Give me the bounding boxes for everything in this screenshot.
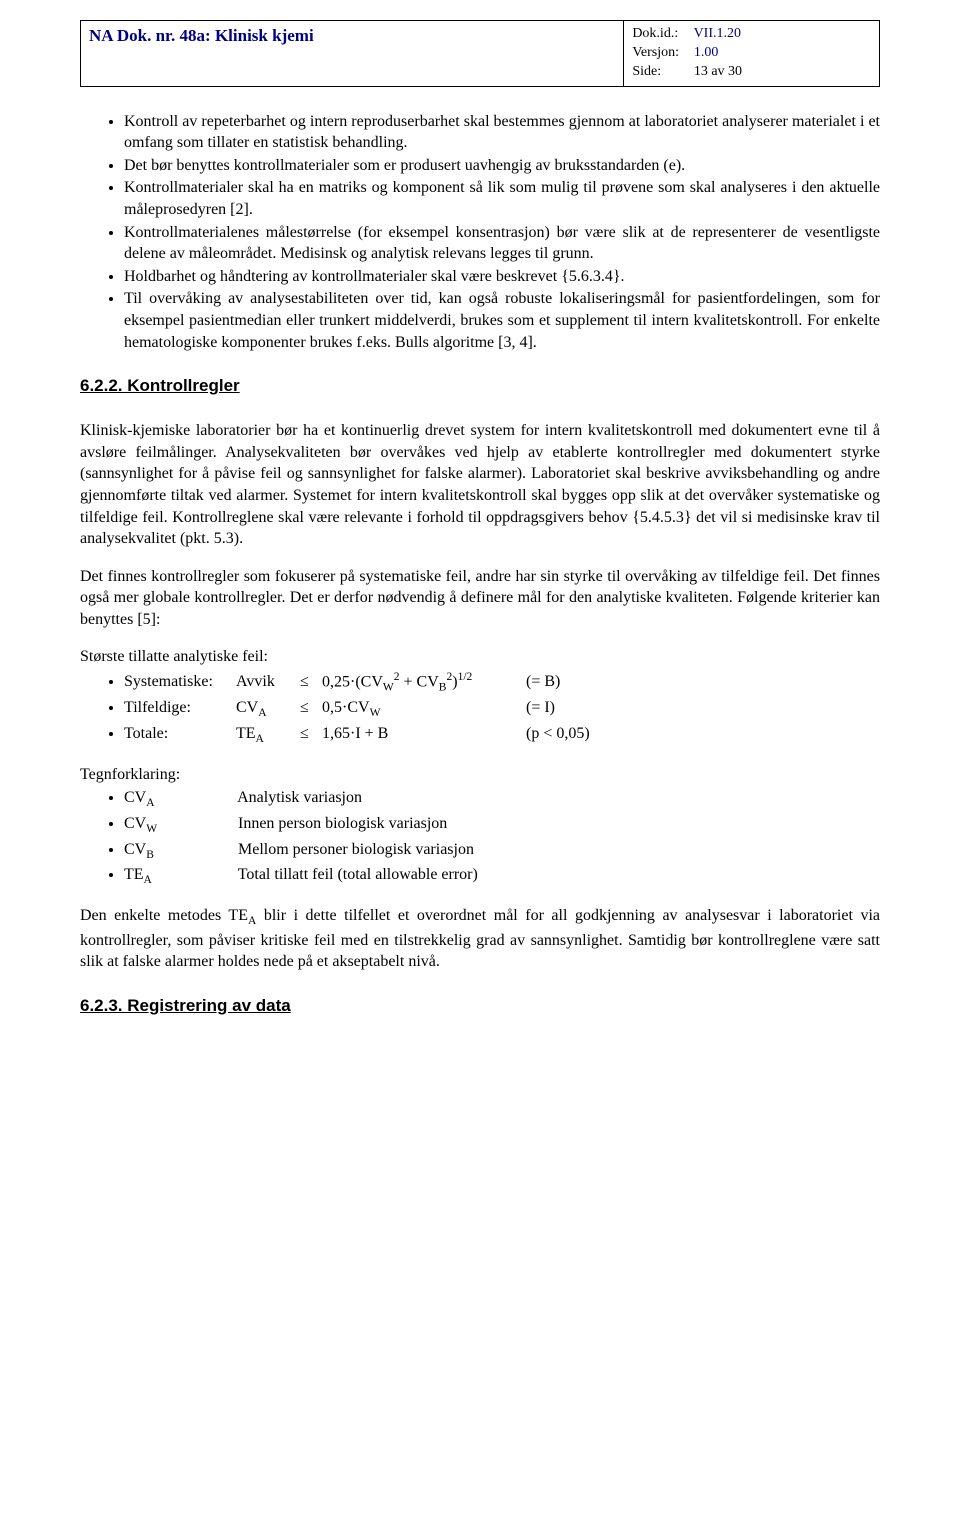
formula-label: Tilfeldige:: [124, 697, 232, 719]
legend-desc: Analytisk variasjon: [237, 789, 362, 806]
doc-title-cell: NA Dok. nr. 48a: Klinisk kjemi: [81, 21, 624, 87]
legend-block: Tegnforklaring: CVA Analytisk variasjon …: [80, 764, 880, 889]
formula-op: ≤: [300, 723, 318, 745]
legend-row: CVB Mellom personer biologisk variasjon: [124, 839, 880, 864]
formula-symbol: TEA: [236, 723, 296, 748]
doc-meta-cell: Dok.id.: VII.1.20 Versjon: 1.00 Side: 13…: [624, 21, 880, 87]
legend-symbol: CVB: [124, 839, 234, 864]
doc-title: NA Dok. nr. 48a: Klinisk kjemi: [89, 26, 314, 45]
side-value: 13 av 30: [694, 64, 742, 79]
list-item: Kontrollmaterialer skal ha en matriks og…: [124, 177, 880, 220]
legend-intro: Tegnforklaring:: [80, 764, 880, 786]
formula-op: ≤: [300, 671, 318, 693]
formula-result: (= I): [526, 697, 555, 719]
legend-symbol: CVW: [124, 813, 234, 838]
formula-label: Systematiske:: [124, 671, 232, 693]
legend-symbol: TEA: [124, 864, 234, 889]
legend-list: CVA Analytisk variasjon CVW Innen person…: [80, 787, 880, 889]
formula-block: Største tillatte analytiske feil: System…: [80, 646, 880, 747]
formula-symbol: Avvik: [236, 671, 296, 693]
top-bullet-list: Kontroll av repeterbarhet og intern repr…: [80, 111, 880, 354]
legend-row: CVA Analytisk variasjon: [124, 787, 880, 812]
paragraph: Klinisk-kjemiske laboratorier bør ha et …: [80, 420, 880, 550]
formula-list: Systematiske: Avvik ≤ 0,25·(CVW2 + CVB2)…: [80, 670, 880, 747]
list-item: Kontroll av repeterbarhet og intern repr…: [124, 111, 880, 154]
formula-row: Tilfeldige: CVA ≤ 0,5·CVW (= I): [124, 697, 880, 722]
doc-header-table: NA Dok. nr. 48a: Klinisk kjemi Dok.id.: …: [80, 20, 880, 87]
formula-intro: Største tillatte analytiske feil:: [80, 646, 880, 668]
paragraph: Det finnes kontrollregler som fokuserer …: [80, 566, 880, 631]
legend-desc: Mellom personer biologisk variasjon: [238, 841, 474, 858]
list-item: Det bør benyttes kontrollmaterialer som …: [124, 155, 880, 177]
side-label: Side:: [632, 63, 690, 82]
formula-row: Systematiske: Avvik ≤ 0,25·(CVW2 + CVB2)…: [124, 670, 880, 696]
formula-result: (= B): [526, 671, 560, 693]
formula-expr: 0,5·CVW: [322, 697, 522, 722]
formula-op: ≤: [300, 697, 318, 719]
versjon-label: Versjon:: [632, 44, 690, 63]
versjon-value: 1.00: [694, 45, 719, 60]
formula-result: (p < 0,05): [526, 723, 590, 745]
formula-label: Totale:: [124, 723, 232, 745]
formula-symbol: CVA: [236, 697, 296, 722]
dokid-value: VII.1.20: [694, 26, 741, 41]
legend-symbol: CVA: [124, 787, 234, 812]
list-item: Til overvåking av analysestabiliteten ov…: [124, 288, 880, 353]
legend-desc: Innen person biologisk variasjon: [238, 815, 447, 832]
paragraph: Den enkelte metodes TEA blir i dette til…: [80, 905, 880, 973]
dokid-label: Dok.id.:: [632, 25, 690, 44]
list-item: Kontrollmaterialenes målestørrelse (for …: [124, 222, 880, 265]
formula-expr: 0,25·(CVW2 + CVB2)1/2: [322, 670, 522, 696]
legend-row: CVW Innen person biologisk variasjon: [124, 813, 880, 838]
list-item: Holdbarhet og håndtering av kontrollmate…: [124, 266, 880, 288]
formula-expr: 1,65·I + B: [322, 723, 522, 745]
formula-row: Totale: TEA ≤ 1,65·I + B (p < 0,05): [124, 723, 880, 748]
legend-desc: Total tillatt feil (total allowable erro…: [238, 866, 478, 883]
section-heading-622: 6.2.2. Kontrollregler: [80, 375, 880, 398]
legend-row: TEA Total tillatt feil (total allowable …: [124, 864, 880, 889]
section-heading-623: 6.2.3. Registrering av data: [80, 995, 880, 1018]
